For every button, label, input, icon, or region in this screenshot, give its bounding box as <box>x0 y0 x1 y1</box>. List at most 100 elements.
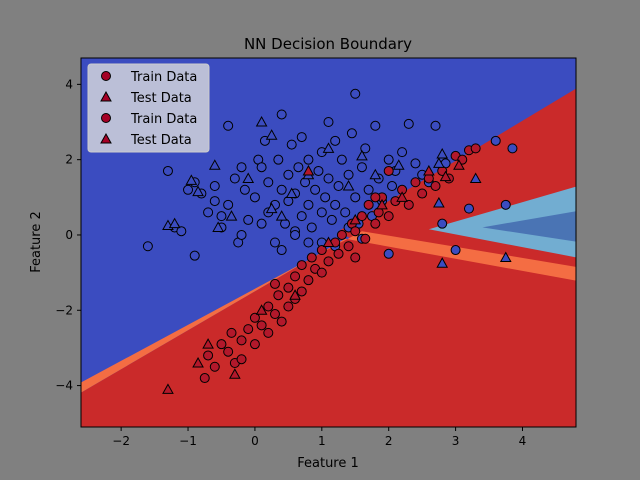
test-point <box>436 257 449 268</box>
train-point <box>316 245 327 256</box>
train-point <box>263 177 274 188</box>
test-point <box>453 159 465 170</box>
train-point <box>183 184 194 195</box>
train-point <box>500 199 511 210</box>
train-point <box>293 162 304 173</box>
x-tick-label: 3 <box>452 434 460 448</box>
plot-frame <box>80 57 577 428</box>
train-point <box>243 324 254 335</box>
train-point <box>370 192 381 203</box>
test-point <box>275 210 288 221</box>
train-point <box>236 162 247 173</box>
legend-circle-marker <box>101 71 111 81</box>
test-point <box>396 191 408 202</box>
train-point <box>350 192 361 203</box>
test-point <box>265 129 278 140</box>
train-point <box>360 233 371 244</box>
x-tick-label: 0 <box>251 434 259 448</box>
train-point <box>383 211 394 222</box>
train-point <box>363 199 374 210</box>
train-point <box>256 320 267 331</box>
train-point <box>370 218 381 229</box>
train-point <box>330 135 341 146</box>
y-axis-label: Feature 2 <box>29 211 44 273</box>
train-point <box>430 181 441 192</box>
train-point <box>303 199 314 210</box>
train-point <box>203 350 214 361</box>
train-point <box>356 211 367 222</box>
train-point <box>239 184 250 195</box>
test-point <box>285 187 298 199</box>
x-tick-label: 4 <box>519 434 527 448</box>
train-point <box>209 181 220 192</box>
x-axis-label: Feature 1 <box>297 456 359 471</box>
decision-regions <box>81 88 576 427</box>
train-point <box>316 207 327 218</box>
train-point <box>209 196 220 207</box>
train-point <box>410 158 421 169</box>
train-point <box>350 252 361 263</box>
test-point <box>392 159 405 170</box>
train-point <box>356 162 367 173</box>
test-point <box>229 368 241 379</box>
test-point <box>322 142 335 153</box>
train-point <box>263 301 274 312</box>
train-point <box>350 88 361 99</box>
train-point <box>306 222 317 233</box>
train-point <box>269 278 280 289</box>
train-point <box>370 120 381 131</box>
train-point <box>189 250 200 261</box>
x-tick-label: −1 <box>179 434 197 448</box>
train-point <box>199 373 210 384</box>
train-point <box>403 199 414 210</box>
test-point <box>255 304 268 315</box>
train-point <box>276 184 287 195</box>
y-axis: −4 −2 0 2 4 <box>55 77 81 393</box>
test-point <box>289 289 301 300</box>
train-point <box>410 177 421 188</box>
train-point <box>310 184 321 195</box>
train-point <box>269 237 280 248</box>
train-point <box>507 143 518 154</box>
train-point <box>336 229 347 240</box>
test-point <box>342 179 355 191</box>
y-tick-label: 2 <box>65 153 73 167</box>
test-point <box>439 170 452 182</box>
y-tick-label: 0 <box>65 228 73 242</box>
train-point <box>273 290 284 301</box>
train-point <box>303 237 314 248</box>
legend-label: Test Data <box>130 91 192 106</box>
test-point <box>212 221 224 232</box>
legend-label: Train Data <box>130 112 197 127</box>
train-point <box>236 229 247 240</box>
train-point <box>463 203 474 214</box>
train-point <box>383 165 394 176</box>
decision-band <box>482 211 576 242</box>
train-point <box>162 165 173 176</box>
y-tick-label: 4 <box>65 77 73 91</box>
x-tick-label: −2 <box>112 434 130 448</box>
y-tick-label: −2 <box>55 303 73 317</box>
train-point <box>223 346 234 357</box>
x-tick-label: 2 <box>385 434 393 448</box>
train-point <box>216 211 227 222</box>
train-point <box>236 354 247 365</box>
test-point <box>422 164 435 176</box>
train-point <box>346 128 357 139</box>
train-point <box>330 199 341 210</box>
test-point <box>162 383 174 394</box>
train-point <box>333 248 344 259</box>
train-point <box>303 275 314 286</box>
train-point <box>323 117 334 128</box>
train-point <box>276 245 287 256</box>
train-point <box>283 169 294 180</box>
train-point <box>296 211 307 222</box>
train-point <box>397 147 408 158</box>
test-point <box>322 236 335 247</box>
train-point <box>343 241 354 252</box>
train-point <box>296 260 307 271</box>
train-point <box>323 256 334 267</box>
chart-title: NN Decision Boundary <box>244 35 412 53</box>
legend-box <box>87 63 210 153</box>
train-point <box>323 173 334 184</box>
